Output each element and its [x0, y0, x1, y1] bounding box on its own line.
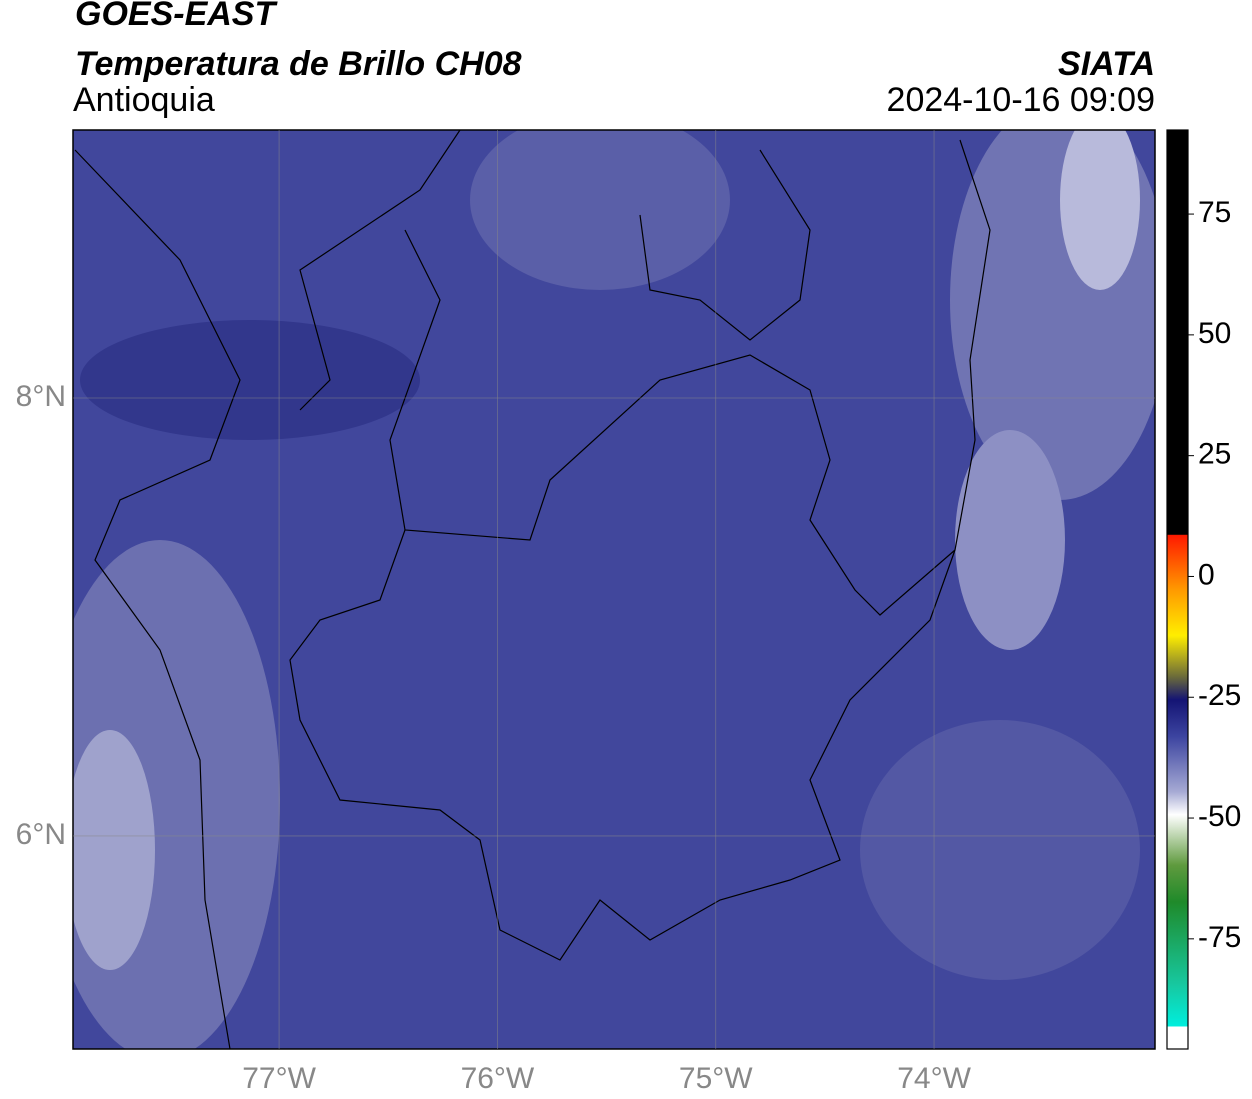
colorbar [1166, 129, 1189, 1050]
title: GOES-EAST [75, 0, 278, 33]
colorbar-tick-label: 25 [1198, 438, 1231, 471]
x-tick-label: 77°W [242, 1062, 316, 1095]
datetime: 2024-10-16 09:09 [887, 81, 1155, 119]
map-image [73, 130, 1155, 1049]
x-tick-label: 76°W [461, 1062, 535, 1095]
colorbar-tick-label: 50 [1198, 317, 1231, 350]
colorbar-tick-label: 0 [1198, 558, 1215, 591]
y-tick-label: 8°N [16, 380, 66, 413]
subtitle: Temperatura de Brillo CH08 [75, 45, 522, 83]
map-frame [72, 129, 1156, 1050]
colorbar-tick-label: -25 [1198, 679, 1241, 712]
colorbar-tick-label: -50 [1198, 800, 1241, 833]
source: SIATA [1058, 45, 1155, 83]
colorbar-tick-label: -75 [1198, 921, 1241, 954]
x-tick-label: 74°W [897, 1062, 971, 1095]
colorbar-tick-label: 75 [1198, 196, 1231, 229]
x-tick-label: 75°W [679, 1062, 753, 1095]
y-tick-label: 6°N [16, 818, 66, 851]
region: Antioquia [73, 81, 215, 119]
